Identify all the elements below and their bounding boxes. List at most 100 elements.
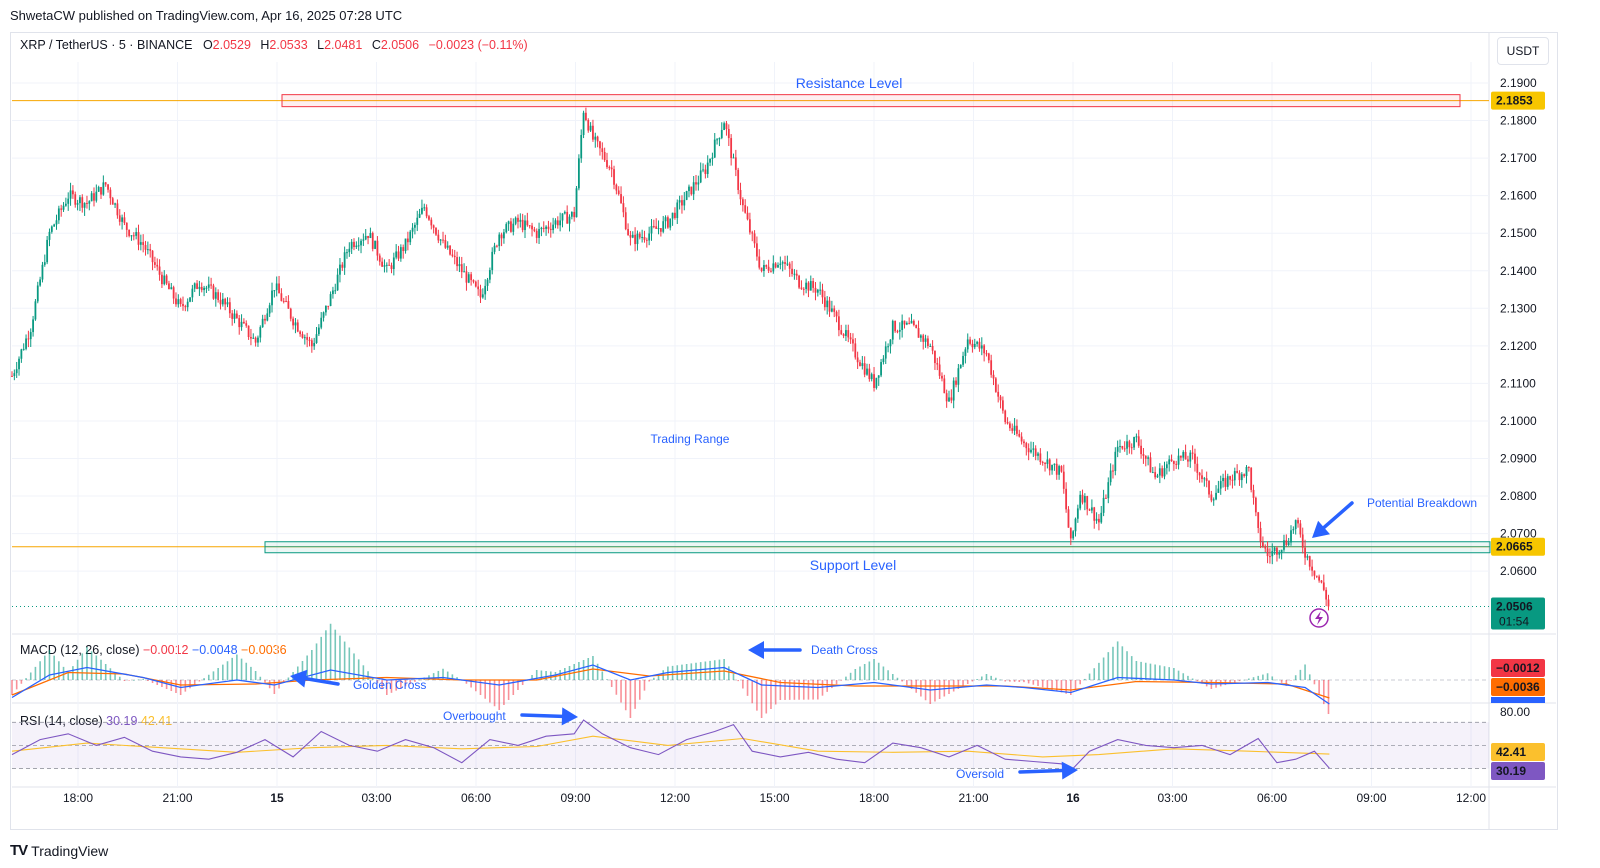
- macd-hist-bar: [826, 680, 828, 692]
- macd-hist-bar: [386, 680, 388, 695]
- candle-body: [165, 275, 168, 284]
- candle-body: [1257, 512, 1260, 528]
- macd-hist-bar: [929, 680, 932, 704]
- candle: [725, 120, 728, 136]
- candle: [1020, 432, 1023, 445]
- macd-hist-bar: [329, 623, 332, 680]
- candle: [592, 119, 594, 142]
- currency-button[interactable]: USDT: [1497, 37, 1549, 65]
- rsi-label[interactable]: RSI (14, close): [20, 714, 103, 728]
- candle-body: [156, 264, 159, 267]
- candle-body: [873, 374, 875, 388]
- macd-hist-bar: [118, 676, 121, 680]
- candle-body: [310, 340, 313, 347]
- macd-hist-bar: [315, 643, 318, 680]
- macd-hist-bar: [133, 680, 135, 681]
- macd-signal-value: −0.0036: [241, 643, 287, 657]
- candle: [13, 369, 16, 381]
- macd-hist-bar: [1098, 662, 1100, 680]
- candle: [779, 256, 782, 270]
- candle-body: [1076, 508, 1079, 519]
- candle: [158, 259, 161, 281]
- candle-body: [1102, 497, 1105, 513]
- candle: [25, 334, 27, 351]
- candle: [39, 276, 42, 287]
- candle: [531, 222, 533, 237]
- candle-body: [664, 217, 667, 222]
- candle-body: [1180, 455, 1182, 458]
- candle-body: [1088, 509, 1091, 511]
- macd-hist-bar: [648, 680, 650, 682]
- candle-body: [671, 212, 674, 219]
- candle-body: [563, 211, 566, 214]
- candle: [177, 294, 180, 308]
- macd-hist-bar: [250, 666, 252, 680]
- candle: [830, 300, 833, 313]
- candle-body: [636, 233, 639, 245]
- candle-body: [784, 262, 786, 264]
- candle: [1278, 550, 1281, 559]
- candle: [983, 344, 986, 362]
- symbol-name[interactable]: XRP / TetherUS · 5 · BINANCE: [20, 38, 193, 52]
- candle: [332, 286, 334, 299]
- candle: [835, 310, 838, 323]
- candle-body: [1093, 507, 1096, 521]
- candle: [1233, 467, 1236, 486]
- candle-body: [1058, 466, 1060, 475]
- macd-hist-bar: [657, 674, 660, 680]
- candle: [308, 336, 311, 347]
- macd-hist-bar: [1027, 680, 1030, 684]
- macd-hist-bar: [695, 662, 697, 680]
- macd-hist-bar: [48, 650, 51, 680]
- macd-hist-bar: [484, 680, 486, 699]
- candle: [856, 351, 859, 369]
- macd-hist-bar: [620, 680, 622, 703]
- candle: [467, 272, 470, 284]
- candle: [357, 237, 360, 251]
- candle: [142, 234, 145, 253]
- macd-hist-bar: [1308, 674, 1311, 680]
- candle-body: [130, 235, 133, 237]
- macd-hist-bar: [798, 680, 800, 700]
- candle-body: [1114, 451, 1117, 471]
- x-tick-label: 06:00: [461, 791, 491, 805]
- macd-hist-bar: [723, 659, 725, 680]
- macd-hist-bar: [676, 665, 679, 680]
- candle-body: [64, 203, 67, 206]
- macd-hist-bar: [25, 678, 27, 680]
- candle: [556, 216, 559, 229]
- macd-hist-bar: [1074, 680, 1077, 690]
- candle: [877, 375, 880, 386]
- candle-body: [730, 138, 733, 159]
- candle: [264, 314, 266, 325]
- candle-body: [577, 158, 580, 189]
- candle-body: [589, 125, 592, 131]
- candle: [406, 231, 409, 251]
- candle: [252, 333, 255, 339]
- candle-body: [814, 287, 817, 293]
- macd-hist-bar: [718, 659, 721, 680]
- macd-hist-bar: [29, 672, 32, 680]
- candle-body: [193, 283, 196, 289]
- candle: [57, 205, 60, 224]
- macd-hist-bar: [629, 680, 632, 718]
- candle-body: [875, 377, 878, 388]
- candle-body: [1142, 454, 1145, 456]
- macd-hist-bar: [226, 661, 229, 680]
- macd-hist-bar: [615, 680, 618, 695]
- candle-body: [1222, 477, 1224, 482]
- candle: [1322, 574, 1325, 592]
- candle: [685, 190, 688, 201]
- candle: [552, 217, 555, 234]
- candle: [992, 370, 995, 386]
- candle-body: [261, 318, 264, 328]
- candle: [585, 107, 587, 122]
- candle-body: [235, 313, 238, 319]
- candle: [1163, 461, 1166, 480]
- candle-body: [927, 338, 929, 347]
- candle-body: [22, 348, 25, 350]
- candle-body: [226, 302, 229, 305]
- candle-body: [704, 169, 707, 175]
- macd-hist-bar: [348, 647, 351, 680]
